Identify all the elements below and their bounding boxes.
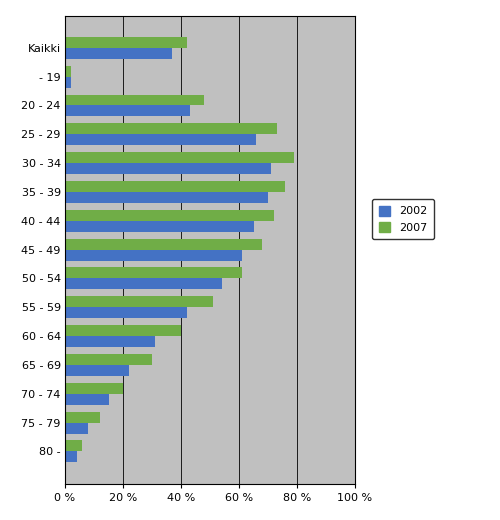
Bar: [65, 325, 181, 336]
Bar: [65, 239, 262, 250]
Bar: [65, 210, 274, 221]
Bar: [65, 336, 155, 347]
Bar: [65, 423, 88, 434]
Bar: [65, 123, 276, 134]
Bar: [65, 192, 268, 203]
Bar: [65, 365, 129, 376]
Bar: [65, 181, 286, 192]
Bar: [65, 278, 222, 289]
Bar: [65, 95, 204, 106]
Bar: [65, 354, 152, 365]
Bar: [65, 296, 213, 307]
Bar: [65, 221, 254, 232]
Bar: [65, 267, 242, 278]
Bar: [65, 134, 256, 145]
Bar: [65, 451, 76, 462]
Bar: [65, 307, 187, 318]
Bar: [65, 48, 172, 59]
Bar: [65, 66, 71, 76]
Bar: [65, 163, 271, 174]
Bar: [65, 394, 108, 405]
Bar: [65, 412, 100, 423]
Bar: [65, 383, 123, 394]
Bar: [65, 76, 71, 87]
Bar: [65, 440, 82, 451]
Bar: [65, 37, 187, 48]
Legend: 2002, 2007: 2002, 2007: [372, 199, 434, 239]
Bar: [65, 152, 294, 163]
Bar: [65, 106, 190, 116]
Bar: [65, 250, 242, 261]
